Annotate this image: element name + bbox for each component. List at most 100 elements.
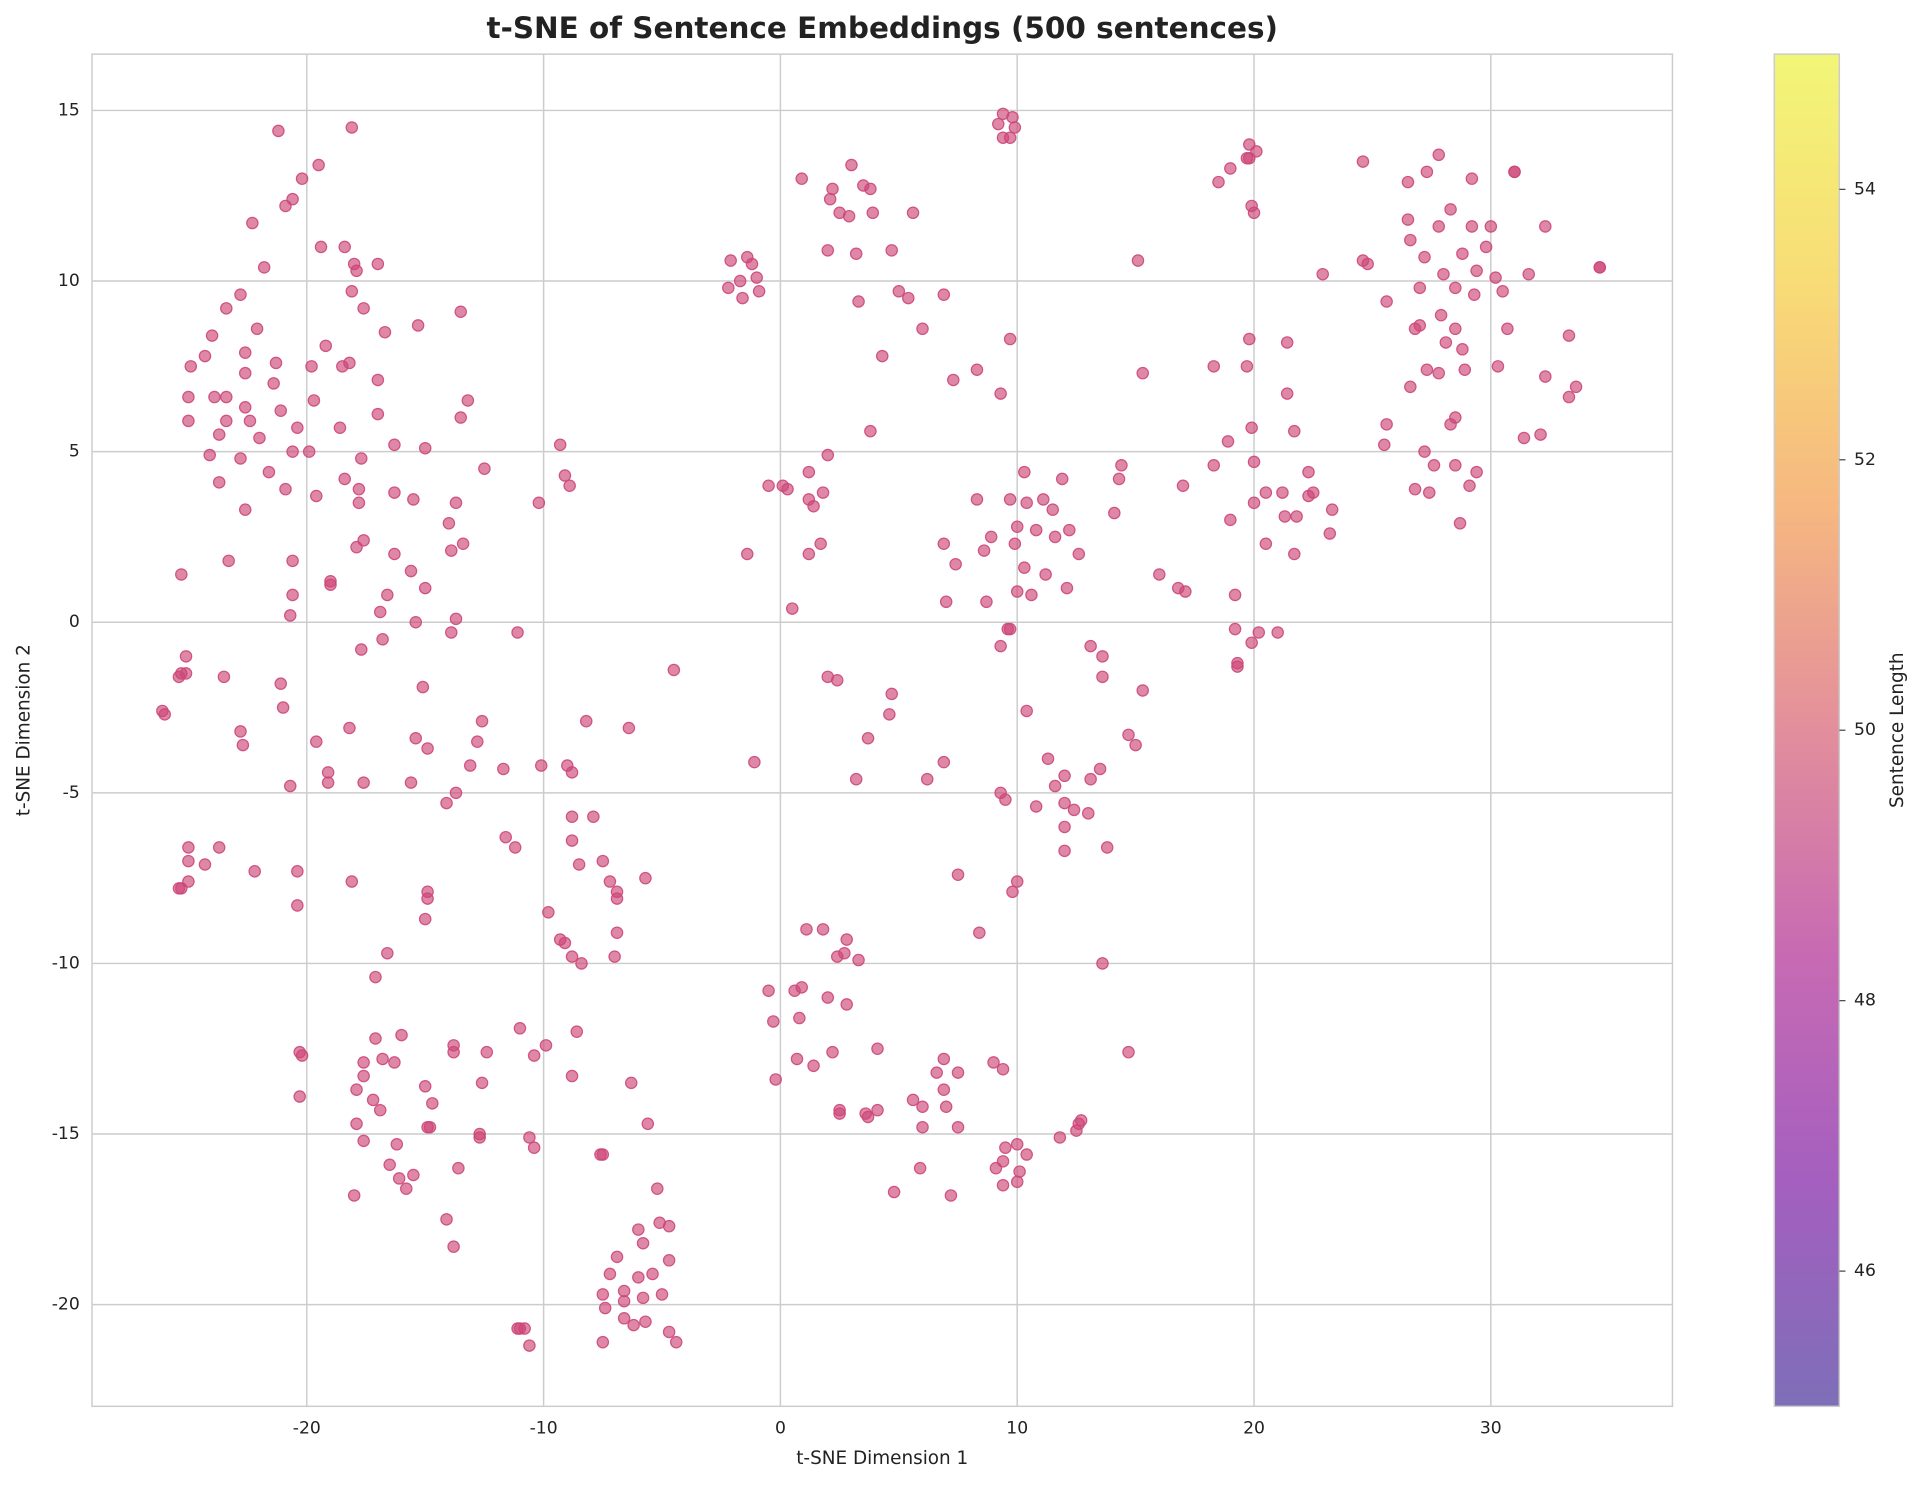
- point: [1444, 203, 1457, 216]
- point: [826, 182, 839, 196]
- point: [286, 588, 299, 602]
- point: [920, 772, 934, 786]
- point: [1380, 295, 1393, 308]
- point: [1539, 370, 1552, 383]
- point: [404, 564, 418, 578]
- point: [987, 1056, 1000, 1069]
- point: [1517, 431, 1531, 445]
- point: [1041, 752, 1055, 765]
- point: [885, 244, 898, 257]
- point: [1115, 459, 1128, 472]
- point: [456, 537, 470, 551]
- point: [234, 725, 247, 738]
- point: [1084, 639, 1097, 653]
- point: [724, 254, 737, 267]
- point: [641, 1117, 655, 1131]
- point: [892, 285, 906, 298]
- point: [302, 445, 316, 458]
- point: [208, 390, 221, 404]
- point: [253, 431, 266, 445]
- point: [175, 568, 188, 581]
- point: [849, 247, 863, 260]
- point: [182, 390, 195, 404]
- point: [994, 639, 1007, 653]
- point: [669, 1335, 683, 1349]
- point: [977, 544, 991, 557]
- point: [1413, 281, 1427, 295]
- point: [283, 609, 297, 622]
- point: [1413, 319, 1427, 332]
- point: [286, 445, 299, 458]
- point: [1228, 622, 1242, 636]
- point: [1432, 366, 1445, 380]
- point: [999, 793, 1012, 806]
- point: [381, 946, 394, 960]
- point: [198, 349, 212, 363]
- point: [937, 755, 951, 769]
- point: [885, 687, 898, 701]
- y-tick-label: 5: [69, 442, 80, 462]
- point: [473, 1131, 486, 1144]
- point: [499, 830, 512, 844]
- point: [802, 465, 816, 479]
- point: [179, 650, 193, 663]
- point: [1453, 517, 1467, 530]
- point: [274, 404, 288, 417]
- point: [1508, 165, 1521, 179]
- point: [234, 452, 247, 465]
- point: [655, 1288, 669, 1301]
- point: [257, 261, 271, 274]
- point: [1018, 465, 1031, 479]
- point: [369, 970, 382, 984]
- point: [570, 1025, 584, 1038]
- point: [305, 360, 318, 373]
- point: [1522, 267, 1535, 281]
- point: [596, 1148, 610, 1161]
- point: [343, 356, 356, 370]
- point: [1593, 261, 1607, 274]
- point: [1122, 1045, 1135, 1059]
- colorbar-tick-label: 52: [1854, 450, 1876, 470]
- point: [1020, 1148, 1033, 1161]
- point: [212, 476, 226, 489]
- point: [1100, 841, 1114, 854]
- point: [603, 1267, 617, 1281]
- point: [1247, 206, 1261, 220]
- point: [1316, 267, 1329, 281]
- point: [475, 714, 489, 728]
- point: [1221, 435, 1235, 448]
- point: [1136, 684, 1149, 697]
- point: [454, 305, 467, 318]
- point: [279, 199, 292, 213]
- point: [1418, 250, 1431, 264]
- point: [355, 452, 368, 465]
- point: [849, 772, 863, 786]
- point: [1112, 472, 1126, 486]
- colorbar-tick-label: 48: [1854, 991, 1876, 1011]
- point: [1020, 496, 1033, 510]
- point: [1207, 360, 1221, 373]
- point: [357, 776, 370, 789]
- point: [1055, 472, 1069, 486]
- point: [478, 462, 491, 475]
- point: [1058, 769, 1071, 783]
- point: [939, 595, 953, 609]
- point: [622, 721, 636, 735]
- point: [572, 858, 586, 871]
- point: [238, 346, 252, 359]
- point: [350, 1117, 363, 1131]
- point: [1378, 438, 1391, 452]
- point: [357, 1056, 370, 1069]
- point: [1053, 1131, 1067, 1144]
- point: [527, 1141, 541, 1154]
- point: [324, 575, 337, 588]
- point: [1252, 626, 1266, 639]
- point: [426, 1097, 439, 1110]
- point: [205, 329, 219, 342]
- point: [279, 482, 292, 496]
- point: [821, 991, 835, 1004]
- point: [1439, 336, 1453, 349]
- point: [310, 735, 323, 748]
- point: [212, 841, 226, 854]
